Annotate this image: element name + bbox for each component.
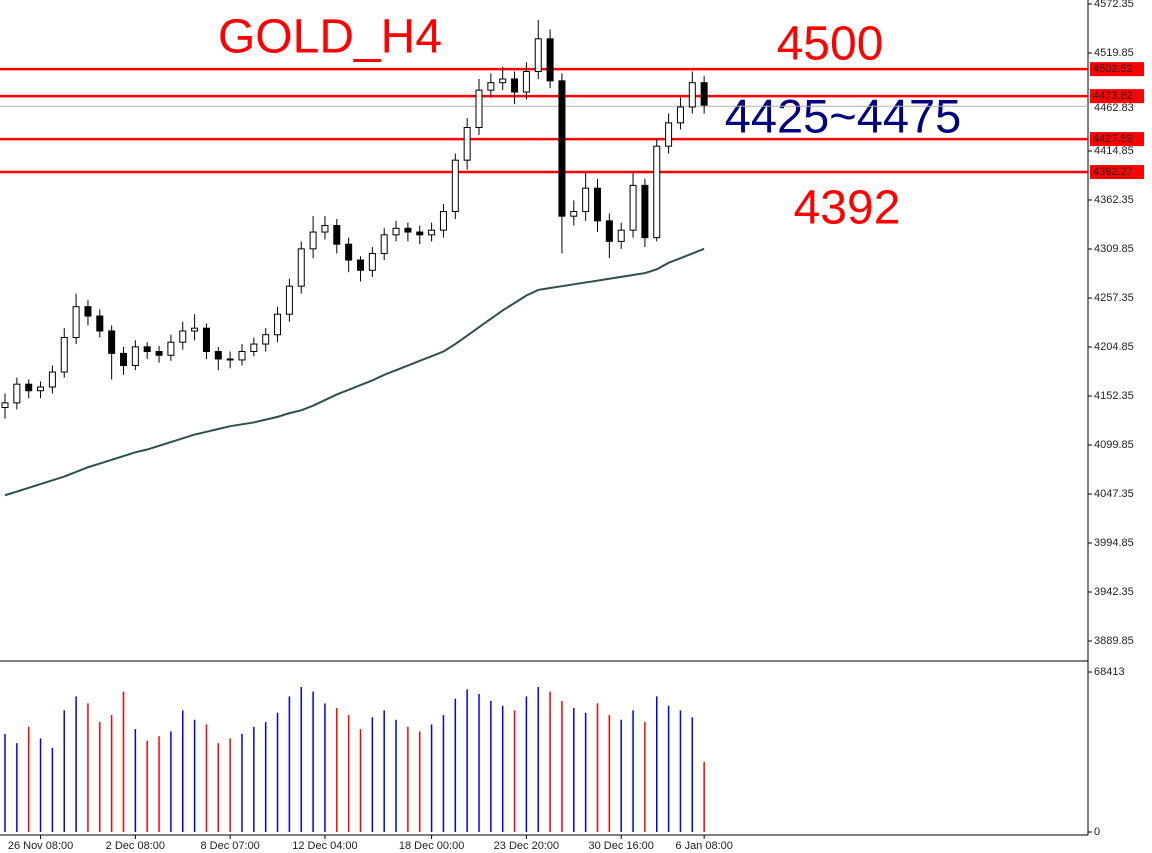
candle-body (285, 285, 293, 315)
candle-body (1, 402, 9, 409)
x-tick-label: 26 Nov 08:00 (8, 840, 73, 852)
candle-body (522, 70, 530, 93)
level-label: 4392.27 (1093, 166, 1133, 178)
candle-body (416, 231, 424, 236)
candle-body (238, 351, 246, 361)
level-label-box (1090, 89, 1144, 104)
candle-body (191, 327, 199, 332)
candle-body (629, 184, 637, 231)
x-tick-label: 12 Dec 04:00 (292, 840, 357, 852)
candle-body (96, 315, 104, 332)
candle-body (380, 234, 388, 255)
candle-body (167, 341, 175, 356)
y-tick-label: 3889.85 (1094, 635, 1134, 647)
level-label-box (1090, 132, 1144, 147)
candle-body (48, 371, 56, 388)
candle-body (250, 343, 258, 353)
y-tick-label: 4519.85 (1094, 47, 1134, 59)
x-tick-label: 8 Dec 07:00 (200, 840, 259, 852)
y-tick-label: 4414.85 (1094, 145, 1134, 157)
candle-body (676, 106, 684, 124)
candle-body (700, 82, 708, 106)
y-tick-label: 4362.35 (1094, 194, 1134, 206)
chart-title: GOLD_H4 (218, 11, 442, 64)
candle-body (60, 337, 68, 373)
candle-body (463, 127, 471, 161)
candle-body (321, 225, 329, 233)
y-tick-label: 4257.35 (1094, 292, 1134, 304)
candle-body (392, 227, 400, 236)
candle-body (570, 211, 578, 217)
candle-body (345, 243, 353, 261)
candle-body (202, 327, 210, 353)
x-tick-label: 30 Dec 16:00 (588, 840, 653, 852)
candle-body (13, 383, 21, 404)
candle-body (357, 259, 364, 271)
y-tick-label: 3942.35 (1094, 586, 1134, 598)
y-tick-label: 4572.35 (1094, 0, 1134, 10)
candle-body (226, 358, 234, 361)
candle-body (108, 330, 116, 354)
current-price-label: 4462.83 (1094, 102, 1134, 114)
level-label: 4502.52 (1093, 63, 1133, 75)
candle-body (582, 187, 590, 213)
candle-body (404, 227, 412, 233)
annotation: 4425~4475 (725, 89, 962, 142)
candle-body (688, 82, 696, 108)
level-label-box (1090, 62, 1144, 77)
candle-body (179, 330, 187, 343)
candle-body (653, 145, 661, 239)
level-label-box (1090, 165, 1144, 180)
candle-body (131, 346, 139, 367)
y-tick-label: 3994.85 (1094, 537, 1134, 549)
x-tick-label: 2 Dec 08:00 (106, 840, 165, 852)
candle-body (368, 253, 376, 271)
candle-body (641, 184, 649, 239)
y-tick-label: 4309.85 (1094, 243, 1134, 255)
candle-body (665, 122, 673, 147)
candle-body (511, 78, 519, 93)
candle-body (451, 159, 459, 213)
moving-average (4, 247, 705, 497)
annotation: 4392 (794, 182, 901, 235)
x-tick-label: 18 Dec 00:00 (399, 840, 464, 852)
candle-body (84, 306, 92, 317)
candle-body (37, 386, 45, 392)
candle-body (475, 89, 483, 129)
y-tick-label: 4099.85 (1094, 439, 1134, 451)
y-tick-label: 4047.35 (1094, 488, 1134, 500)
candle-body (534, 38, 542, 72)
candle-body (214, 351, 222, 360)
level-label: 4427.59 (1093, 133, 1133, 145)
candle-body (333, 225, 341, 245)
candle-body (120, 352, 127, 367)
candle-body (594, 187, 601, 222)
candle-body (487, 82, 495, 91)
candle-body (72, 306, 80, 339)
candle-body (439, 211, 447, 231)
candle-body (558, 80, 566, 217)
candle-body (428, 229, 436, 236)
candle-body (297, 248, 305, 287)
candle-body (546, 38, 554, 82)
candle-body (274, 313, 282, 336)
y2-tick-label: 0 (1094, 826, 1100, 838)
candle-body (262, 334, 270, 345)
y-tick-label: 4152.35 (1094, 390, 1134, 402)
x-tick-label: 23 Dec 20:00 (494, 840, 559, 852)
candle-body (25, 383, 33, 392)
candle-body (155, 351, 163, 356)
candle-body (143, 346, 151, 353)
candle-body (617, 229, 625, 242)
annotation: 4500 (777, 18, 884, 71)
candle-body (309, 231, 317, 250)
y2-tick-label: 68413 (1094, 666, 1125, 678)
x-tick-label: 6 Jan 08:00 (675, 840, 733, 852)
level-label: 4473.62 (1093, 90, 1133, 102)
y-tick-label: 4204.85 (1094, 341, 1134, 353)
candle-body (499, 78, 507, 84)
candle-body (605, 220, 613, 242)
